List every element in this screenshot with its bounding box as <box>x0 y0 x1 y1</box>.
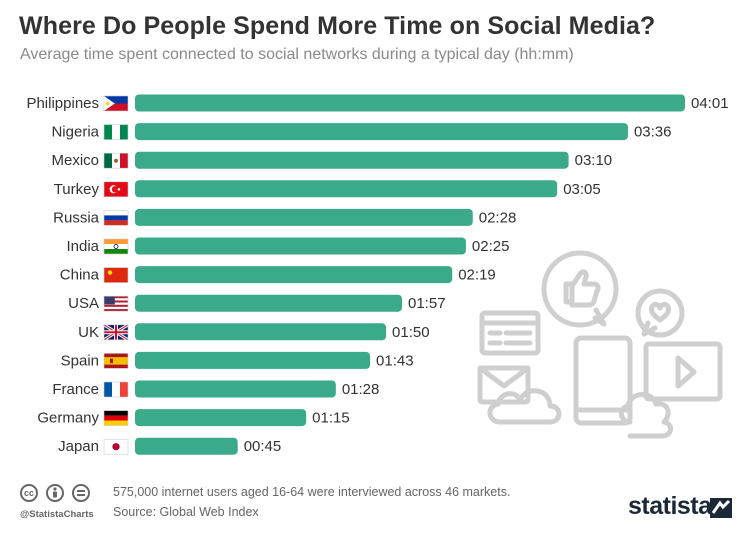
value-label-japan: 00:45 <box>244 438 282 455</box>
flag-france-icon <box>103 381 129 398</box>
bar-usa <box>135 294 403 312</box>
value-label-usa: 01:57 <box>408 295 446 312</box>
envelope-icon <box>477 365 531 405</box>
nd-icon <box>72 484 90 502</box>
value-label-germany: 01:15 <box>312 410 350 427</box>
browser-window-icon <box>479 310 541 356</box>
flag-mexico-icon <box>103 152 129 169</box>
category-label-russia: Russia <box>53 209 100 226</box>
value-label-russia: 02:28 <box>479 209 517 226</box>
value-label-uk: 01:50 <box>392 324 430 341</box>
bar-china <box>135 266 453 284</box>
category-label-mexico: Mexico <box>51 152 99 169</box>
bar-russia <box>135 208 473 226</box>
bar-india <box>135 237 466 255</box>
value-label-france: 01:28 <box>342 381 380 398</box>
value-label-philippines: 04:01 <box>691 95 729 112</box>
cc-icon: cc <box>20 484 38 502</box>
flag-nigeria-icon <box>103 124 129 140</box>
category-label-japan: Japan <box>58 438 99 455</box>
category-label-china: China <box>60 267 100 284</box>
flag-germany-icon <box>103 410 129 426</box>
category-label-spain: Spain <box>61 352 99 369</box>
flag-usa-icon <box>103 295 129 312</box>
bar-germany <box>135 409 307 427</box>
statista-logo[interactable]: statista <box>628 492 712 520</box>
flag-russia-icon <box>103 210 129 226</box>
bar-spain <box>135 351 371 369</box>
value-label-india: 02:25 <box>472 238 510 255</box>
bar-turkey <box>135 180 558 198</box>
statista-logo-mark-icon <box>710 498 732 518</box>
by-icon <box>46 484 64 502</box>
value-label-mexico: 03:10 <box>575 152 613 169</box>
bar-mexico <box>135 151 569 169</box>
twitter-handle: @StatistaCharts <box>20 509 94 520</box>
cloud-icon <box>487 388 673 439</box>
category-label-india: India <box>66 238 99 255</box>
flag-japan-icon <box>103 438 129 455</box>
chart-subtitle: Average time spent connected to social n… <box>20 46 574 63</box>
category-label-turkey: Turkey <box>54 181 100 198</box>
bar-chart: Philippines 04:01 Nigeria 03:36 Mexico 03:10 T… <box>26 94 729 455</box>
value-label-turkey: 03:05 <box>563 181 601 198</box>
category-label-france: France <box>52 381 99 398</box>
category-label-nigeria: Nigeria <box>51 124 99 141</box>
bar-nigeria <box>135 123 628 141</box>
value-label-china: 02:19 <box>458 267 496 284</box>
bar-france <box>135 380 336 398</box>
social-media-illustration <box>477 250 723 439</box>
flag-philippines-icon <box>103 95 129 112</box>
chart-title: Where Do People Spend More Time on Socia… <box>19 12 656 40</box>
flag-india-icon <box>103 238 129 255</box>
thumbs-up-bubble-icon <box>541 250 619 328</box>
heart-bubble-icon <box>635 288 685 338</box>
video-player-icon <box>643 341 723 402</box>
value-label-spain: 01:43 <box>376 352 414 369</box>
flag-china-icon <box>103 267 129 283</box>
bar-uk <box>135 323 387 341</box>
bar-philippines <box>135 94 685 112</box>
footer-note: 575,000 internet users aged 16-64 were i… <box>113 485 511 499</box>
category-label-usa: USA <box>68 295 99 312</box>
value-label-nigeria: 03:36 <box>634 124 672 141</box>
flag-uk-icon <box>103 323 129 342</box>
category-label-uk: UK <box>78 324 99 341</box>
flag-spain-icon <box>103 353 129 369</box>
category-label-germany: Germany <box>37 410 99 427</box>
footer-source: Source: Global Web Index <box>113 505 259 519</box>
flag-turkey-icon <box>103 181 129 198</box>
bar-japan <box>135 437 238 455</box>
category-label-philippines: Philippines <box>26 95 99 112</box>
